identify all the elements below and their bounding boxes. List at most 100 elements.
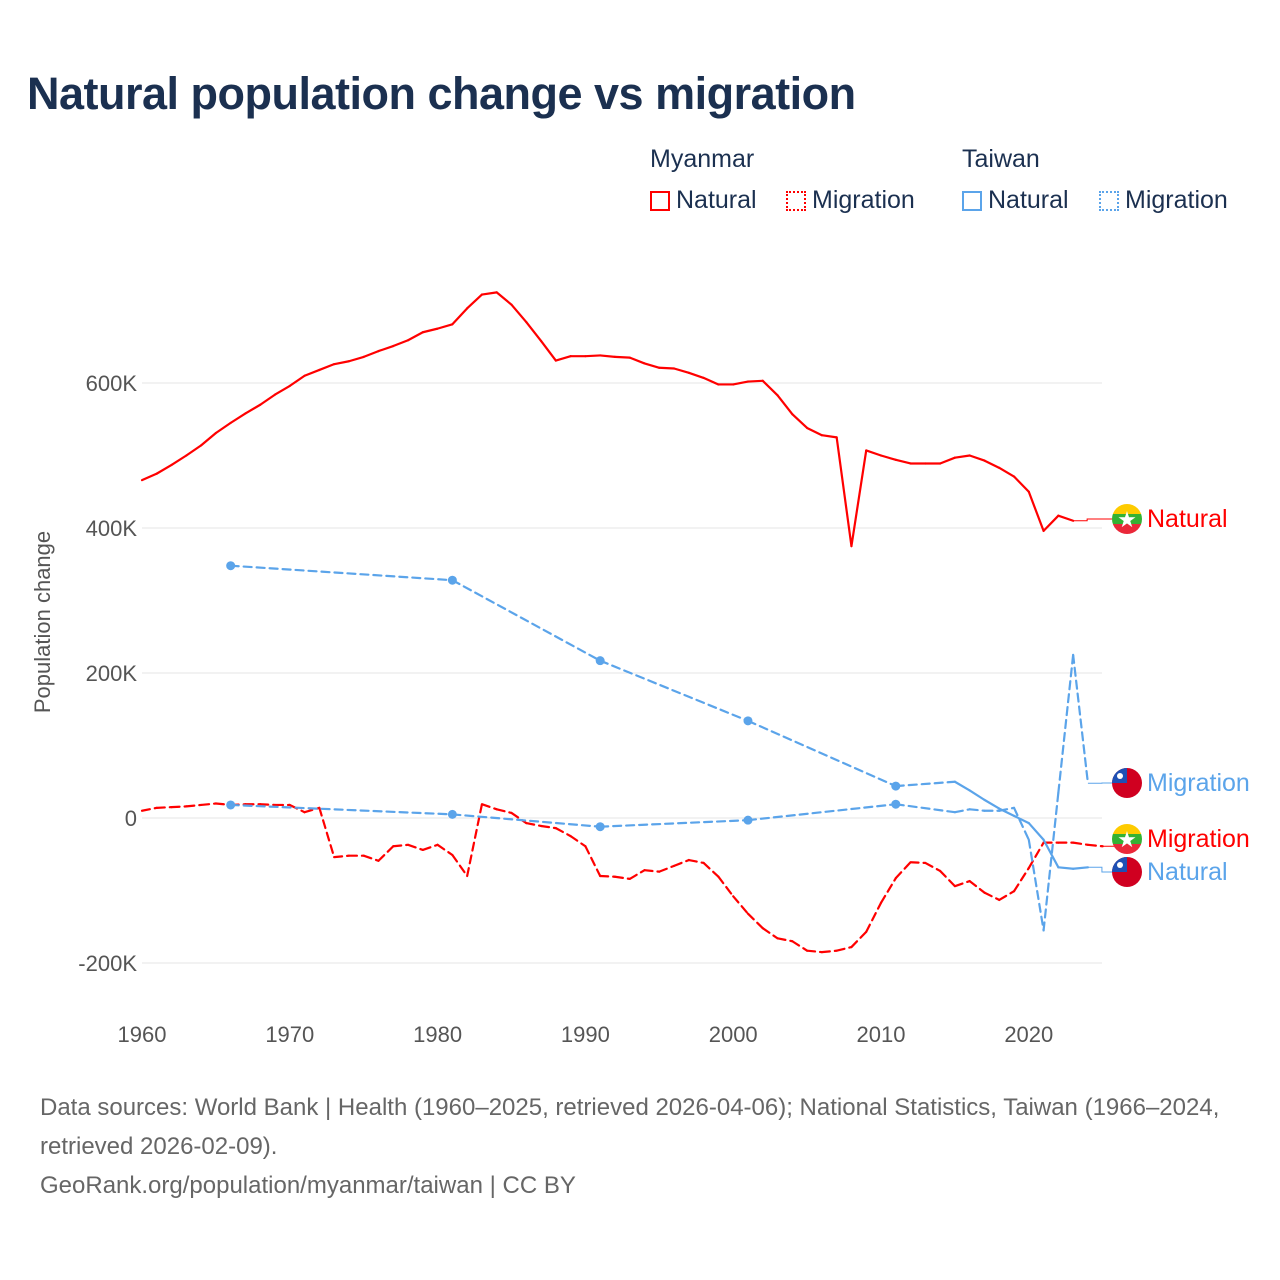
line-segment (953, 454, 971, 459)
line-segment (421, 327, 439, 334)
line-segment (554, 355, 572, 362)
data-point (743, 716, 753, 726)
line-segment (1086, 843, 1104, 848)
credit-link[interactable]: GeoRank.org/population/myanmar/taiwan | … (40, 1172, 576, 1199)
data-point (595, 822, 605, 832)
legend-myanmar-migration[interactable]: Migration (786, 186, 915, 215)
x-tick-label: 1980 (413, 1022, 462, 1047)
legend-label: Migration (1125, 186, 1228, 214)
line-segment (451, 813, 602, 828)
line-segment (820, 949, 838, 954)
line-segment (480, 291, 498, 296)
line-segment (539, 824, 557, 830)
myanmar-flag-icon: ★ (1112, 504, 1142, 534)
line-segment (451, 579, 602, 662)
legend-myanmar-natural[interactable]: Natural (650, 186, 757, 215)
line-segment (850, 930, 868, 949)
line-segment (983, 459, 1001, 469)
data-point (447, 575, 457, 585)
legend-label: Natural (676, 186, 757, 214)
data-point (226, 561, 236, 571)
data-point (595, 656, 605, 666)
line-segment (599, 659, 750, 722)
line-segment (436, 843, 454, 857)
legend-label: Natural (988, 186, 1069, 214)
legend-taiwan-natural[interactable]: Natural (962, 186, 1069, 215)
line-segment (170, 805, 188, 809)
line-segment (953, 780, 971, 792)
chart-title: Natural population change vs migration (27, 68, 856, 119)
line-segment (953, 808, 971, 814)
line-segment (525, 821, 543, 828)
line-segment (879, 877, 897, 904)
line-segment (1027, 821, 1045, 841)
line-segment (746, 379, 764, 383)
taiwan-flag-icon (1112, 857, 1142, 887)
line-segment (1057, 514, 1075, 522)
line-segment (1012, 866, 1030, 893)
line-segment (613, 355, 631, 359)
line-segment (643, 869, 661, 873)
line-segment (259, 393, 277, 406)
flag-stripe (1112, 524, 1142, 534)
line-segment (909, 861, 927, 865)
line-segment (510, 303, 528, 324)
star-icon: ★ (1117, 827, 1137, 852)
y-axis-label: Population change (30, 531, 55, 713)
line-segment (392, 339, 410, 348)
line-segment (347, 355, 365, 363)
data-point (891, 781, 901, 791)
y-tick-label: 400K (86, 516, 138, 541)
series-myanmar-migration: ★ Migration (140, 802, 1250, 954)
line-segment (1072, 841, 1090, 846)
line-segment (140, 472, 158, 482)
line-segment (658, 366, 676, 370)
line-segment (377, 845, 395, 862)
line-segment (998, 806, 1016, 812)
line-segment (805, 426, 823, 437)
line-segment (229, 412, 247, 424)
line-segment (968, 789, 986, 801)
flag-stripe (1112, 824, 1142, 834)
line-segment (214, 421, 232, 435)
line-segment (805, 949, 823, 954)
line-segment (746, 803, 897, 822)
sun-icon (1117, 773, 1123, 779)
flag-stripe (1112, 834, 1142, 844)
data-point (891, 799, 901, 809)
line-segment (643, 362, 661, 369)
flag-stripe (1112, 514, 1142, 524)
line-segment (229, 803, 454, 816)
line-segment (894, 803, 957, 814)
line-segment (185, 444, 203, 457)
line-segment (761, 927, 779, 940)
line-segment (672, 858, 690, 867)
line-segment (1057, 653, 1075, 794)
flag-stripe (1112, 844, 1142, 854)
line-segment (865, 449, 883, 457)
line-segment (377, 344, 395, 353)
line-segment (1027, 490, 1045, 533)
line-segment (1012, 475, 1030, 493)
x-tick-label: 1970 (265, 1022, 314, 1047)
line-segment (1057, 866, 1075, 870)
line-segment (672, 367, 690, 374)
line-segment (939, 869, 957, 888)
line-segment (466, 293, 484, 310)
flag-stripe (1112, 504, 1142, 514)
legend-group-taiwan: Taiwan (962, 145, 1040, 173)
line-segment (392, 843, 410, 848)
line-segment (1042, 838, 1060, 869)
data-point (226, 800, 236, 810)
line-segment (687, 858, 705, 865)
legend-taiwan-migration[interactable]: Migration (1099, 186, 1228, 215)
line-segment (894, 780, 957, 788)
line-segment (259, 803, 277, 807)
series-end-label: Natural (1147, 858, 1228, 886)
line-segment (333, 360, 351, 366)
line-segment (791, 413, 809, 430)
y-tick-label: -200K (78, 951, 137, 976)
line-segment (850, 449, 868, 548)
line-segment (776, 937, 794, 943)
